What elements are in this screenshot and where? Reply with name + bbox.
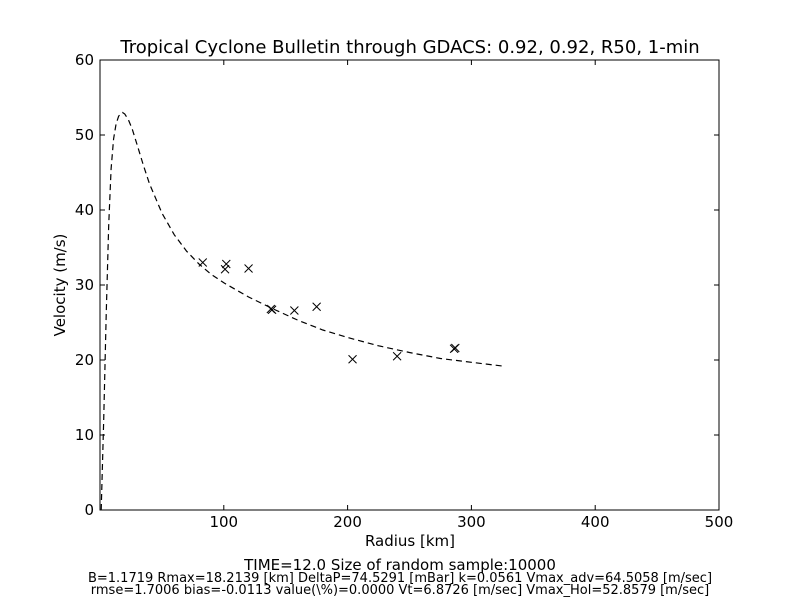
observation-marker — [450, 343, 460, 353]
x-tick-label: 300 — [457, 513, 486, 531]
observation-marker — [221, 259, 231, 269]
observation-markers-layer — [198, 258, 460, 364]
observation-marker — [267, 305, 277, 315]
model-curve-layer — [100, 111, 503, 511]
y-tick-label: 20 — [75, 351, 94, 369]
footer-line-1: TIME=12.0 Size of random sample:10000 — [243, 556, 556, 574]
observation-marker — [220, 264, 230, 274]
observation-marker — [312, 302, 322, 312]
plot-area — [99, 59, 720, 511]
chart-title: Tropical Cyclone Bulletin through GDACS:… — [119, 37, 699, 58]
observation-marker — [244, 264, 253, 273]
x-tick-label: 400 — [581, 513, 610, 531]
y-axis-label: Velocity (m/s) — [51, 234, 69, 337]
axes-frame — [99, 59, 720, 511]
footer-line-2: B=1.1719 Rmax=18.2139 [km] DeltaP=74.529… — [88, 571, 712, 586]
x-tick-label: 500 — [705, 513, 734, 531]
observation-marker — [198, 258, 208, 267]
y-tick-label: 10 — [75, 426, 94, 444]
x-axis-label: Radius [km] — [365, 532, 455, 550]
y-tick-label: 40 — [75, 201, 94, 219]
y-tick-label: 30 — [75, 276, 94, 294]
observation-marker — [392, 351, 402, 361]
model-profile-curve — [100, 111, 503, 511]
y-tick-label: 50 — [75, 126, 94, 144]
footer-line-3: rmse=1.7006 bias=-0.0113 value(\%)=0.000… — [91, 583, 709, 598]
x-tick-label: 100 — [209, 513, 238, 531]
y-tick-label: 0 — [84, 501, 94, 519]
observation-marker — [348, 354, 357, 364]
axis-ticks: 100 200 300 400 500 0 10 20 30 40 50 60 — [75, 51, 733, 531]
y-tick-label: 60 — [75, 51, 94, 69]
x-tick-label: 200 — [333, 513, 362, 531]
observation-marker — [290, 306, 299, 315]
